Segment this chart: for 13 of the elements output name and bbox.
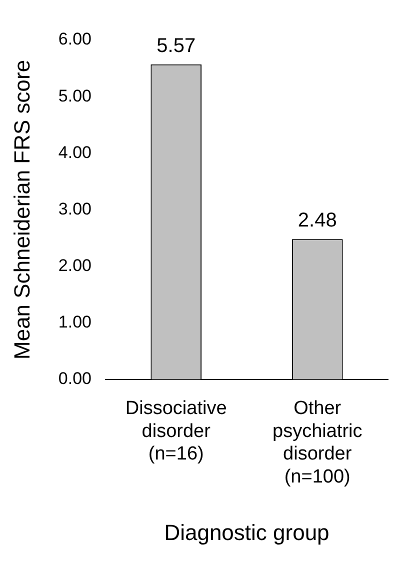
y-tick-label: 5.00 xyxy=(58,86,92,106)
y-tick-label: 2.00 xyxy=(58,256,92,275)
y-tick-label: 0.00 xyxy=(58,369,92,388)
y-tick-label: 1.00 xyxy=(58,312,92,332)
data-label: 2.48 xyxy=(298,210,337,232)
x-tick-label: Other psychiatric disorder (n=100) xyxy=(272,398,362,488)
y-tick-label: 4.00 xyxy=(58,142,92,162)
y-tick-label: 6.00 xyxy=(58,30,92,49)
x-tick-label: Dissociative disorder (n=16) xyxy=(125,398,227,465)
data-label: 5.57 xyxy=(156,34,196,57)
y-axis-title: Mean Schneiderian FRS score xyxy=(9,60,34,360)
y-tick-label: 3.00 xyxy=(58,199,92,218)
x-axis-title: Diagnostic group xyxy=(164,520,330,545)
